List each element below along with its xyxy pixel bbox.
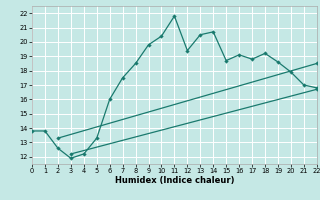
X-axis label: Humidex (Indice chaleur): Humidex (Indice chaleur) <box>115 176 234 185</box>
